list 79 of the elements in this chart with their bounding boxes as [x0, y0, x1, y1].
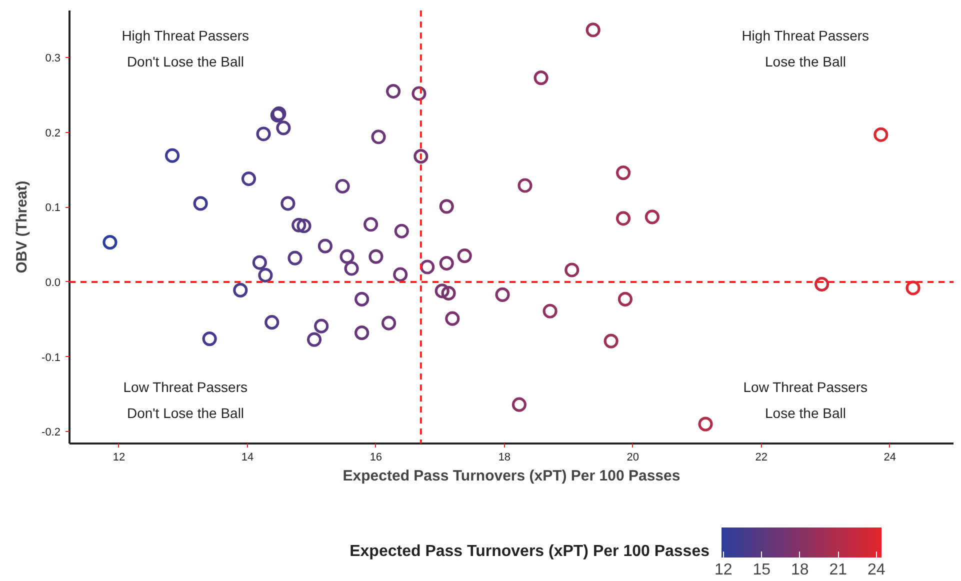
point — [604, 334, 618, 348]
point — [586, 22, 600, 38]
point — [193, 196, 208, 211]
point — [412, 86, 426, 101]
y-tick-label: -0.1 — [42, 352, 61, 364]
point — [314, 318, 329, 334]
color-bar-title: Expected Pass Turnovers (xPT) Per 100 Passes — [350, 543, 710, 560]
x-tick-label: 22 — [755, 452, 768, 464]
y-tick-label: 0.2 — [45, 127, 61, 140]
x-tick-label: 20 — [626, 452, 640, 464]
point — [318, 238, 332, 254]
point — [439, 199, 454, 214]
point — [564, 262, 580, 278]
point — [394, 224, 409, 238]
point — [164, 148, 180, 163]
point — [434, 284, 450, 298]
point — [292, 218, 306, 232]
x-tick-label: 16 — [370, 452, 382, 464]
point — [354, 292, 370, 306]
point — [616, 211, 631, 226]
y-tick-label: 0.1 — [45, 202, 61, 214]
point — [102, 235, 118, 250]
point — [354, 326, 370, 340]
point — [288, 250, 302, 266]
point — [698, 416, 713, 432]
y-axis-title: OBV (Threat) — [14, 180, 31, 274]
color-bar-label: 24 — [868, 562, 886, 578]
point — [252, 255, 267, 270]
point — [906, 280, 920, 296]
point — [616, 165, 631, 180]
point — [276, 120, 291, 136]
point — [241, 171, 256, 186]
point — [344, 261, 359, 276]
point — [335, 178, 350, 194]
x-axis-title: Expected Pass Turnovers (xPT) Per 100 Passes — [342, 468, 680, 484]
x-tick-label: 24 — [884, 452, 896, 464]
point — [393, 267, 408, 282]
point — [441, 286, 456, 300]
point — [874, 127, 888, 142]
annotation: Low Threat Passers Lose the Ball — [743, 379, 868, 421]
point — [364, 217, 378, 232]
point — [495, 287, 510, 302]
y-tick-label: 0.3 — [45, 52, 61, 65]
point — [381, 316, 396, 330]
annotation: High Threat Passers Don't Lose the Ball — [122, 28, 250, 70]
y-tick-label: -0.2 — [42, 426, 61, 439]
point — [518, 178, 532, 193]
point — [457, 248, 472, 264]
color-bar-label: 21 — [829, 562, 848, 578]
point — [814, 276, 830, 292]
point — [386, 84, 401, 99]
point — [233, 282, 248, 298]
color-bar-label: 12 — [714, 562, 732, 578]
point — [371, 130, 386, 144]
point — [542, 304, 558, 318]
x-tick-label: 12 — [112, 452, 126, 464]
point — [368, 249, 384, 264]
point — [264, 315, 280, 330]
point — [534, 70, 548, 86]
y-tick-label: 0.0 — [45, 276, 61, 289]
x-tick-label: 14 — [241, 452, 254, 464]
color-bar-label: 18 — [791, 562, 809, 578]
point — [414, 149, 428, 164]
annotation: High Threat Passers Lose the Ball — [742, 28, 870, 70]
point — [644, 210, 660, 224]
point — [296, 218, 312, 234]
point — [618, 292, 633, 306]
point — [256, 126, 271, 142]
color-bar-label: 15 — [752, 562, 771, 578]
point — [439, 256, 454, 271]
point — [202, 332, 217, 346]
point — [306, 332, 322, 347]
point — [340, 249, 354, 264]
point — [280, 196, 296, 211]
point — [512, 397, 527, 412]
x-tick-label: 18 — [498, 452, 511, 464]
point — [258, 268, 273, 283]
annotation: Low Threat Passers Don't Lose the Ball — [123, 379, 248, 421]
point — [445, 311, 460, 326]
